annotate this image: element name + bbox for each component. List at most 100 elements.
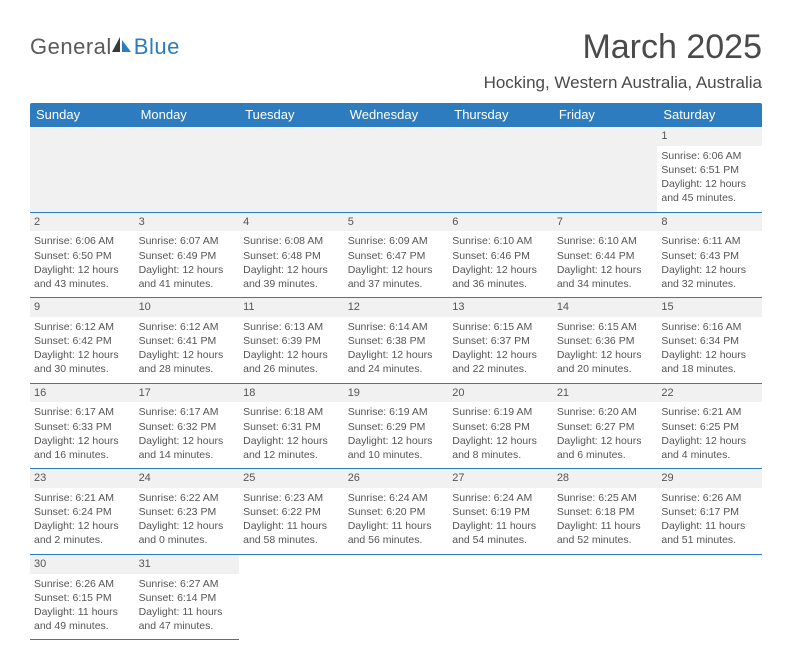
sunset-text: Sunset: 6:25 PM (661, 420, 758, 434)
sunrise-text: Sunrise: 6:10 AM (557, 234, 654, 248)
daylight-text-2: and 12 minutes. (243, 448, 340, 462)
sunrise-text: Sunrise: 6:15 AM (557, 320, 654, 334)
calendar-day-cell: 20Sunrise: 6:19 AMSunset: 6:28 PMDayligh… (448, 383, 553, 469)
daylight-text-2: and 24 minutes. (348, 362, 445, 376)
day-number: 5 (344, 213, 449, 232)
daylight-text-2: and 47 minutes. (139, 619, 236, 633)
brand-part1: General (30, 34, 112, 60)
sunset-text: Sunset: 6:43 PM (661, 249, 758, 263)
weekday-header-cell: Monday (135, 103, 240, 127)
sunset-text: Sunset: 6:49 PM (139, 249, 236, 263)
daylight-text-1: Daylight: 12 hours (348, 348, 445, 362)
sunrise-text: Sunrise: 6:19 AM (452, 405, 549, 419)
calendar-day-cell: 21Sunrise: 6:20 AMSunset: 6:27 PMDayligh… (553, 383, 658, 469)
sunset-text: Sunset: 6:44 PM (557, 249, 654, 263)
day-number: 27 (448, 469, 553, 488)
calendar-day-cell (448, 554, 553, 640)
brand-part2: Blue (134, 34, 180, 60)
day-number: 6 (448, 213, 553, 232)
calendar-day-cell: 23Sunrise: 6:21 AMSunset: 6:24 PMDayligh… (30, 469, 135, 555)
calendar-day-cell: 6Sunrise: 6:10 AMSunset: 6:46 PMDaylight… (448, 212, 553, 298)
calendar-day-cell: 29Sunrise: 6:26 AMSunset: 6:17 PMDayligh… (657, 469, 762, 555)
daylight-text-1: Daylight: 11 hours (243, 519, 340, 533)
daylight-text-2: and 32 minutes. (661, 277, 758, 291)
sunrise-text: Sunrise: 6:26 AM (34, 577, 131, 591)
daylight-text-1: Daylight: 12 hours (139, 263, 236, 277)
calendar-day-cell: 15Sunrise: 6:16 AMSunset: 6:34 PMDayligh… (657, 298, 762, 384)
location-subtitle: Hocking, Western Australia, Australia (484, 73, 762, 93)
weekday-header-cell: Tuesday (239, 103, 344, 127)
daylight-text-2: and 8 minutes. (452, 448, 549, 462)
calendar-day-cell: 17Sunrise: 6:17 AMSunset: 6:32 PMDayligh… (135, 383, 240, 469)
sunrise-text: Sunrise: 6:21 AM (34, 491, 131, 505)
calendar-week-row: 30Sunrise: 6:26 AMSunset: 6:15 PMDayligh… (30, 554, 762, 640)
sunrise-text: Sunrise: 6:06 AM (661, 149, 758, 163)
day-number: 31 (135, 555, 240, 574)
daylight-text-1: Daylight: 12 hours (348, 263, 445, 277)
sunset-text: Sunset: 6:28 PM (452, 420, 549, 434)
daylight-text-1: Daylight: 12 hours (34, 434, 131, 448)
daylight-text-2: and 41 minutes. (139, 277, 236, 291)
calendar-day-cell: 30Sunrise: 6:26 AMSunset: 6:15 PMDayligh… (30, 554, 135, 640)
weekday-header-cell: Sunday (30, 103, 135, 127)
sunrise-text: Sunrise: 6:16 AM (661, 320, 758, 334)
calendar-day-cell: 8Sunrise: 6:11 AMSunset: 6:43 PMDaylight… (657, 212, 762, 298)
sunrise-text: Sunrise: 6:17 AM (34, 405, 131, 419)
day-number: 8 (657, 213, 762, 232)
sunrise-text: Sunrise: 6:09 AM (348, 234, 445, 248)
calendar-day-cell (344, 554, 449, 640)
sunrise-text: Sunrise: 6:18 AM (243, 405, 340, 419)
sunrise-text: Sunrise: 6:19 AM (348, 405, 445, 419)
daylight-text-2: and 0 minutes. (139, 533, 236, 547)
sunset-text: Sunset: 6:34 PM (661, 334, 758, 348)
sunset-text: Sunset: 6:19 PM (452, 505, 549, 519)
calendar-day-cell (657, 554, 762, 640)
sunrise-text: Sunrise: 6:26 AM (661, 491, 758, 505)
day-number: 21 (553, 384, 658, 403)
calendar-day-cell (30, 127, 135, 212)
calendar-day-cell: 9Sunrise: 6:12 AMSunset: 6:42 PMDaylight… (30, 298, 135, 384)
sunrise-text: Sunrise: 6:12 AM (34, 320, 131, 334)
daylight-text-2: and 45 minutes. (661, 191, 758, 205)
sunrise-text: Sunrise: 6:14 AM (348, 320, 445, 334)
daylight-text-1: Daylight: 12 hours (34, 519, 131, 533)
day-number: 3 (135, 213, 240, 232)
day-number: 17 (135, 384, 240, 403)
day-number: 22 (657, 384, 762, 403)
day-number: 28 (553, 469, 658, 488)
calendar-day-cell: 22Sunrise: 6:21 AMSunset: 6:25 PMDayligh… (657, 383, 762, 469)
sunrise-text: Sunrise: 6:27 AM (139, 577, 236, 591)
sunrise-text: Sunrise: 6:12 AM (139, 320, 236, 334)
daylight-text-1: Daylight: 12 hours (243, 434, 340, 448)
weekday-header-cell: Thursday (448, 103, 553, 127)
daylight-text-2: and 39 minutes. (243, 277, 340, 291)
day-number: 20 (448, 384, 553, 403)
sunrise-text: Sunrise: 6:11 AM (661, 234, 758, 248)
day-number: 24 (135, 469, 240, 488)
calendar-day-cell: 3 Sunrise: 6:07 AMSunset: 6:49 PMDaylight… (135, 212, 240, 298)
calendar-day-cell: 13Sunrise: 6:15 AMSunset: 6:37 PMDayligh… (448, 298, 553, 384)
sunset-text: Sunset: 6:38 PM (348, 334, 445, 348)
sunrise-text: Sunrise: 6:07 AM (139, 234, 236, 248)
sunset-text: Sunset: 6:46 PM (452, 249, 549, 263)
sunset-text: Sunset: 6:51 PM (661, 163, 758, 177)
calendar-day-cell (553, 127, 658, 212)
day-number: 14 (553, 298, 658, 317)
day-number: 19 (344, 384, 449, 403)
daylight-text-2: and 37 minutes. (348, 277, 445, 291)
daylight-text-1: Daylight: 11 hours (452, 519, 549, 533)
calendar-day-cell (448, 127, 553, 212)
calendar-day-cell: 28Sunrise: 6:25 AMSunset: 6:18 PMDayligh… (553, 469, 658, 555)
sunrise-text: Sunrise: 6:20 AM (557, 405, 654, 419)
day-number: 18 (239, 384, 344, 403)
daylight-text-1: Daylight: 12 hours (34, 263, 131, 277)
daylight-text-1: Daylight: 12 hours (452, 263, 549, 277)
daylight-text-2: and 54 minutes. (452, 533, 549, 547)
calendar-day-cell: 4Sunrise: 6:08 AMSunset: 6:48 PMDaylight… (239, 212, 344, 298)
calendar-day-cell: 27Sunrise: 6:24 AMSunset: 6:19 PMDayligh… (448, 469, 553, 555)
calendar-week-row: 1Sunrise: 6:06 AMSunset: 6:51 PMDaylight… (30, 127, 762, 212)
day-number: 26 (344, 469, 449, 488)
daylight-text-1: Daylight: 12 hours (139, 348, 236, 362)
weekday-header: SundayMondayTuesdayWednesdayThursdayFrid… (30, 103, 762, 127)
daylight-text-1: Daylight: 12 hours (243, 263, 340, 277)
